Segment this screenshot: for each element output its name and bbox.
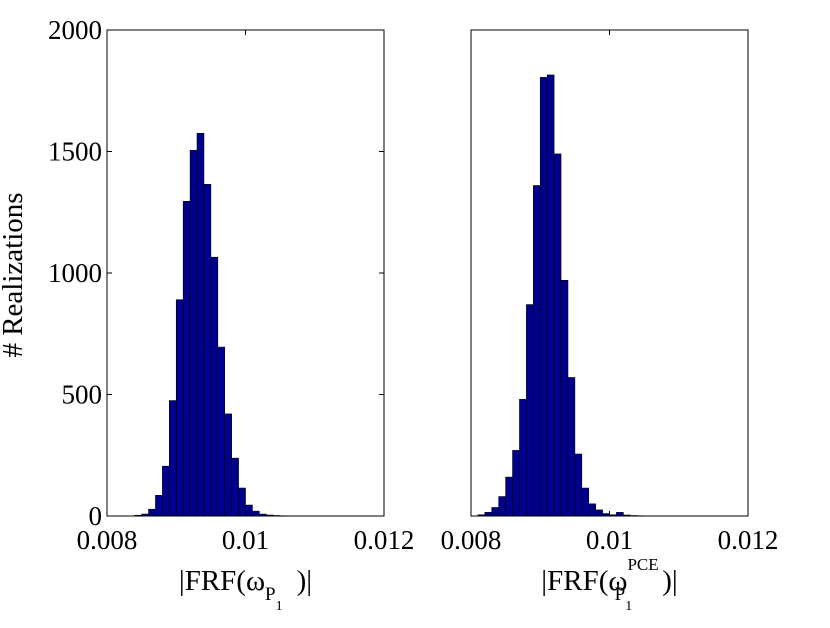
histogram-bar <box>581 487 590 517</box>
histogram-bar <box>574 453 583 517</box>
y-tick-label: 500 <box>62 380 103 410</box>
histogram-bar <box>224 413 232 517</box>
histogram-bar <box>498 496 506 517</box>
histogram-bar <box>553 153 562 517</box>
x-title-subscript: P <box>265 584 276 605</box>
histogram-bar <box>616 512 624 517</box>
histogram-bar <box>512 450 520 517</box>
x-title-tail: )| <box>297 565 312 597</box>
x-axis-title: |FRF(ωPCE P1 )| <box>541 555 677 614</box>
panel-left-histogram: 0.008 0.01 0.012 0 500 1000 1500 2000 |FRF(ωP1 )| <box>48 15 414 614</box>
y-tick-label: 1000 <box>48 258 102 288</box>
y-axis-title: # Realizations <box>0 192 29 357</box>
x-tick-label: 0.01 <box>586 525 633 555</box>
x-axis-title: |FRF(ωP1 )| <box>179 565 312 614</box>
x-title-omega: ω <box>608 565 627 597</box>
axes-frame <box>470 29 749 517</box>
histogram-bar <box>196 132 205 517</box>
histogram-bar <box>155 495 163 517</box>
histogram-bar <box>231 457 239 517</box>
histogram-bar <box>169 400 177 517</box>
x-title-subscript: P <box>615 584 626 605</box>
y-tick-label: 1500 <box>48 137 102 167</box>
histogram-bar <box>245 504 253 517</box>
x-tick-label: 0.008 <box>441 525 502 555</box>
histogram-bar <box>238 487 246 517</box>
y-tick-label: 0 <box>89 501 103 531</box>
histogram-bar <box>252 510 260 517</box>
histogram-bar <box>595 509 603 517</box>
x-tick-label: 0.012 <box>718 525 779 555</box>
histogram-bar <box>539 77 548 517</box>
x-tick-label: 0.008 <box>77 525 138 555</box>
histogram-bar <box>210 256 219 517</box>
histogram-bar <box>175 299 184 517</box>
histogram-bar <box>148 508 156 517</box>
x-title-lead: |FRF( <box>179 565 246 597</box>
histogram-bar <box>162 465 170 517</box>
histogram-bar <box>526 304 534 517</box>
histogram-bar <box>491 507 499 517</box>
histogram-bar <box>546 74 555 517</box>
histogram-bar <box>182 201 191 517</box>
y-tick-label: 2000 <box>48 15 102 45</box>
x-tick-label: 0.012 <box>354 525 415 555</box>
x-title-omega: ω <box>246 565 265 597</box>
histogram-bar <box>567 377 576 517</box>
histogram-bar <box>533 185 541 517</box>
x-title-superscript: PCE <box>627 555 658 574</box>
x-title-subsubscript: 1 <box>625 599 632 614</box>
histogram-bar <box>588 503 596 517</box>
x-title-lead: |FRF( <box>541 565 608 597</box>
histogram-bar <box>484 512 493 517</box>
x-title-tail: )| <box>662 565 677 597</box>
histogram-bar <box>189 149 198 517</box>
histogram-bar <box>505 476 513 517</box>
x-title-subsubscript: 1 <box>276 599 283 614</box>
axes-frame <box>106 29 385 517</box>
x-tick-label: 0.01 <box>222 525 269 555</box>
panel-right-histogram: 0.008 0.01 0.012 |FRF(ωPCE P1 )| <box>441 29 779 614</box>
histogram-bar <box>519 399 527 517</box>
histogram-bar <box>203 184 212 517</box>
histogram-bar <box>217 346 226 517</box>
histogram-bar <box>560 279 569 517</box>
